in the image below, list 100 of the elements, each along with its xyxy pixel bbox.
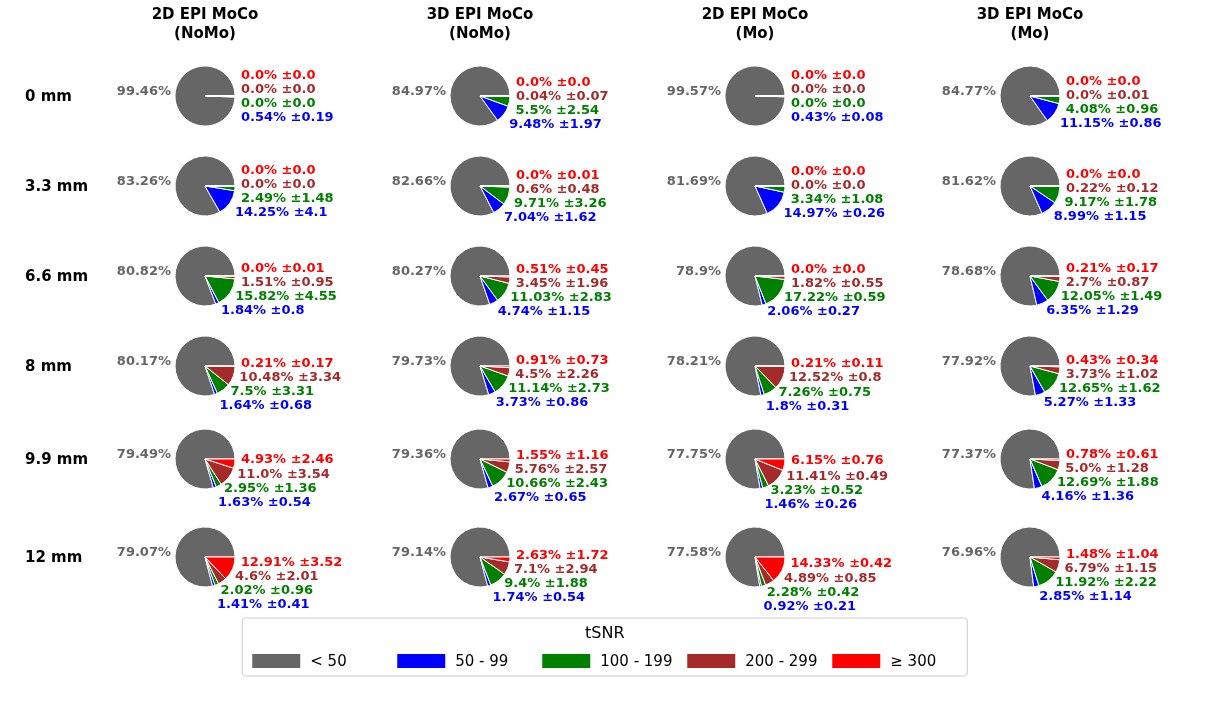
legend-title: tSNR — [584, 623, 625, 642]
text: 0.0% ±0.0 — [791, 163, 866, 179]
data-label: 76.96% — [941, 544, 996, 559]
data-label: 99.46% — [116, 83, 171, 98]
data-label: 2.28% ±0.42 — [766, 583, 860, 599]
text: 0.0% ±0.01 — [241, 259, 325, 275]
data-label: 0.21% ±0.17 — [1066, 260, 1159, 276]
text: 0.0% ±0.0 — [791, 95, 866, 111]
data-label: 6.15% ±0.76 — [790, 451, 884, 467]
text: 6.6 mm — [25, 267, 89, 285]
data-label: 3.45% ±1.96 — [515, 274, 609, 290]
data-label: 14.97% ±0.26 — [783, 205, 886, 221]
data-label: 3.34% ±1.08 — [790, 191, 884, 207]
data-label: 2.63% ±1.72 — [515, 546, 609, 562]
data-label: 14.33% ±0.42 — [790, 555, 893, 570]
data-label: 4.08% ±0.96 — [1065, 100, 1159, 116]
text: 0.0% ±0.0 — [241, 95, 316, 111]
data-label: 1.64% ±0.68 — [219, 396, 313, 412]
data-label: 0.78% ±0.61 — [1065, 445, 1159, 461]
chart-title: 3D EPI MoCo (Mo) — [976, 5, 1084, 42]
text: 0 mm — [25, 87, 72, 105]
data-label: 78.9% — [675, 263, 721, 278]
data-label: 0.91% ±0.73 — [515, 352, 609, 368]
data-label: 1.55% ±1.16 — [515, 446, 609, 462]
data-label: 4.6% ±2.01 — [234, 568, 319, 584]
chart-title: 2D EPI MoCo (NoMo) — [151, 5, 259, 42]
data-label: 15.82% ±4.55 — [235, 287, 337, 303]
data-label: 11.41% ±0.49 — [786, 468, 888, 484]
data-label: 0.22% ±0.12 — [1066, 180, 1159, 196]
data-label: 2.85% ±1.14 — [1039, 587, 1132, 603]
data-label: 77.58% — [666, 544, 721, 559]
data-label: 0.51% ±0.45 — [516, 260, 609, 276]
data-label: 12.65% ±1.62 — [1058, 379, 1161, 395]
data-label: 10.48% ±3.34 — [239, 368, 341, 384]
text: 0.0% ±0.0 — [241, 67, 316, 83]
data-label: 2.02% ±0.96 — [220, 582, 314, 598]
data-label: 7.5% ±3.31 — [230, 382, 315, 398]
data-label: 4.89% ±0.85 — [783, 569, 877, 585]
data-label: 0.43% ±0.08 — [791, 109, 884, 125]
text: 0.0% ±0.0 — [241, 81, 316, 97]
data-label: 0.04% ±0.07 — [516, 87, 609, 103]
text: 0.0% ±0.0 — [1066, 166, 1141, 182]
data-label: 7.04% ±1.62 — [503, 208, 597, 224]
data-label: 5.76% ±2.57 — [514, 460, 608, 476]
data-label: 1.48% ±1.04 — [1065, 545, 1159, 561]
text: 9.9 mm — [25, 450, 89, 468]
data-label: 77.75% — [666, 446, 721, 461]
data-label: 77.92% — [941, 353, 996, 368]
data-label: 4.74% ±1.15 — [497, 302, 591, 318]
data-label: 77.37% — [941, 446, 996, 461]
data-label: 1.8% ±0.31 — [765, 398, 850, 414]
data-label: 3.23% ±0.52 — [770, 482, 863, 498]
data-label: 2.7% ±0.87 — [1065, 274, 1150, 290]
data-label: 81.69% — [666, 173, 721, 188]
text: 0.0% ±0.0 — [241, 176, 316, 192]
data-label: 4.93% ±2.46 — [241, 450, 334, 466]
data-label: 12.05% ±1.49 — [1060, 288, 1163, 304]
legend-label: 200 - 299 — [745, 652, 818, 670]
data-label: 7.26% ±0.75 — [778, 384, 872, 400]
text: 0.0% ±0.0 — [791, 260, 866, 276]
text: 0.0% ±0.0 — [241, 162, 316, 178]
data-label: 0.92% ±0.21 — [763, 597, 857, 613]
data-label: 1.46% ±0.26 — [764, 496, 857, 512]
data-label: 80.82% — [116, 263, 171, 278]
text: 0.0% ±0.01 — [1066, 86, 1150, 102]
data-label: 1.51% ±0.95 — [240, 273, 334, 289]
data-label: 11.14% ±2.73 — [508, 380, 610, 396]
data-label: 99.57% — [666, 83, 721, 98]
data-label: 5.0% ±1.28 — [1065, 459, 1149, 475]
legend-label: ≥ 300 — [890, 652, 937, 670]
data-label: 9.71% ±3.26 — [514, 194, 607, 210]
data-label: 9.4% ±1.88 — [504, 574, 588, 590]
data-label: 1.84% ±0.8 — [220, 301, 305, 317]
data-label: 84.97% — [391, 83, 446, 98]
data-label: 3.73% ±1.02 — [1065, 365, 1159, 381]
data-label: 2.95% ±1.36 — [224, 480, 317, 496]
text: 0.0% ±0.0 — [791, 67, 866, 83]
data-label: 2.06% ±0.27 — [767, 302, 860, 318]
data-label: 3.73% ±0.86 — [495, 394, 589, 410]
data-label: 2.67% ±0.65 — [493, 488, 587, 504]
data-label: 81.62% — [941, 173, 996, 188]
chart-title: 3D EPI MoCo (NoMo) — [426, 5, 534, 42]
data-label: 5.27% ±1.33 — [1043, 393, 1137, 409]
data-label: 12.69% ±1.88 — [1057, 473, 1159, 489]
data-label: 80.27% — [391, 263, 446, 278]
data-label: 17.22% ±0.59 — [783, 288, 886, 304]
data-label: 0.21% ±0.17 — [241, 354, 334, 370]
text: 0.0% ±0.0 — [791, 177, 866, 193]
data-label: 79.14% — [391, 544, 446, 559]
legend-label: 50 - 99 — [455, 652, 509, 670]
data-label: 1.63% ±0.54 — [218, 494, 311, 510]
data-label: 8.99% ±1.15 — [1053, 208, 1147, 224]
data-label: 80.17% — [116, 353, 171, 368]
data-label: 6.35% ±1.29 — [1046, 302, 1139, 318]
data-label: 2.49% ±1.48 — [240, 190, 334, 206]
chart-title: 2D EPI MoCo (Mo) — [701, 5, 809, 42]
data-label: 79.49% — [116, 446, 171, 461]
data-label: 84.77% — [941, 83, 996, 98]
data-label: 0.21% ±0.11 — [791, 355, 884, 371]
data-label: 1.82% ±0.55 — [790, 274, 884, 290]
